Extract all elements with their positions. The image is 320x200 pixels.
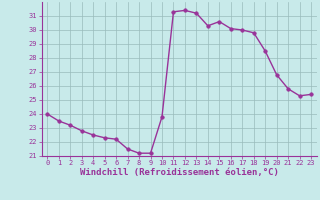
- X-axis label: Windchill (Refroidissement éolien,°C): Windchill (Refroidissement éolien,°C): [80, 168, 279, 177]
